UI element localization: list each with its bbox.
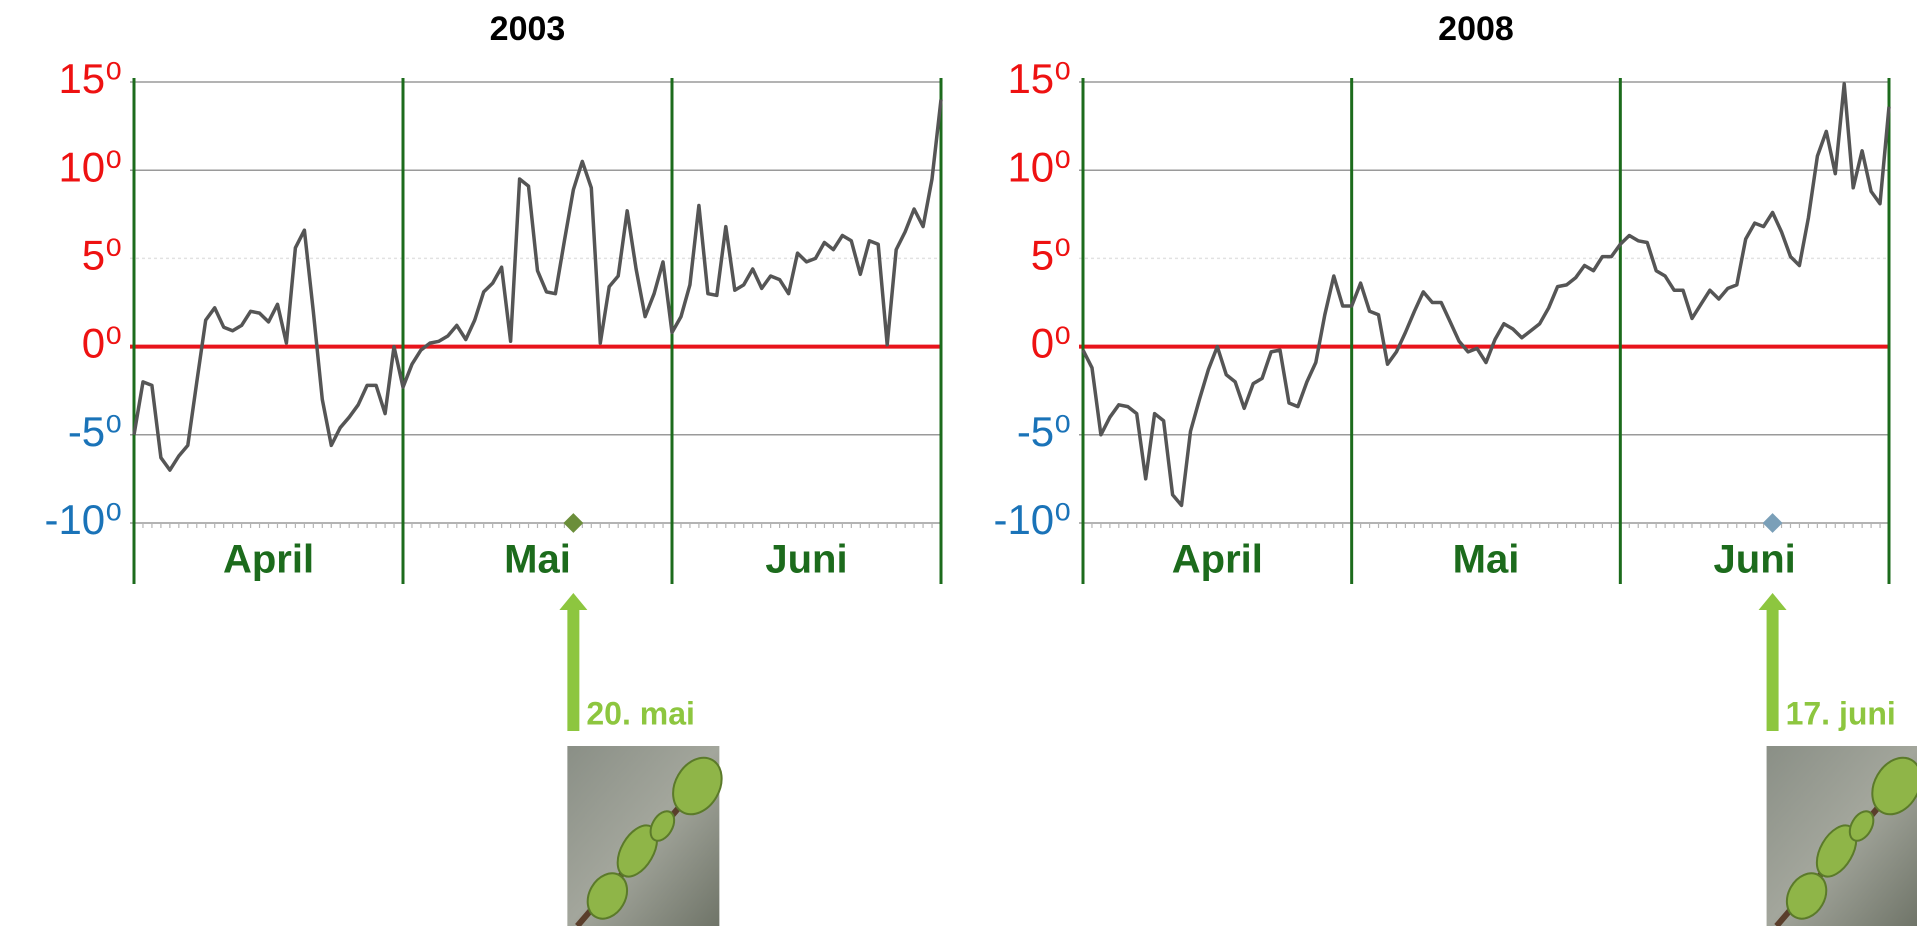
y-tick-label: 5⁰ (1031, 231, 1071, 278)
arrow-head (1759, 593, 1787, 610)
line-chart: 2008 -10⁰ -5⁰ 0⁰ 5⁰ 10⁰ 15⁰ April Mai Juni 17. jun… (993, 10, 1917, 926)
chart-title: 2008 (1438, 10, 1514, 48)
month-label: Juni (1714, 538, 1796, 582)
y-tick-label: -5⁰ (68, 408, 122, 455)
y-tick-label: 10⁰ (58, 143, 122, 190)
y-tick-label: 15⁰ (1007, 55, 1071, 102)
month-label: Juni (765, 538, 847, 582)
temperature-line (134, 100, 941, 471)
y-tick-label: -10⁰ (993, 496, 1071, 543)
arrow-shaft (1767, 610, 1779, 731)
y-tick-label: 15⁰ (58, 55, 122, 102)
annotation-marker (563, 513, 583, 533)
temperature-line (1083, 84, 1889, 506)
month-label: Mai (504, 538, 571, 582)
page: {"chart_data": [ {"type": "line", "title… (0, 0, 1917, 926)
month-label: April (1172, 538, 1263, 582)
chart: 2003 -10⁰ -5⁰ 0⁰ 5⁰ 10⁰ 15⁰ April Mai Juni 20. mai… (0, 0, 1917, 926)
arrow-head (559, 593, 587, 610)
annotation-marker (1763, 513, 1783, 533)
annotation-label: 20. mai (586, 695, 695, 731)
chart-title: 2003 (490, 10, 566, 48)
y-tick-label: -5⁰ (1017, 408, 1071, 455)
month-label: Mai (1453, 538, 1520, 582)
line-chart: 2003 -10⁰ -5⁰ 0⁰ 5⁰ 10⁰ 15⁰ April Mai Juni 20. mai (44, 10, 941, 926)
y-tick-label: -10⁰ (44, 496, 122, 543)
y-tick-label: 0⁰ (1031, 320, 1071, 367)
arrow-shaft (567, 610, 579, 731)
y-tick-label: 10⁰ (1007, 143, 1071, 190)
month-label: April (223, 538, 314, 582)
y-tick-label: 5⁰ (82, 231, 122, 278)
y-tick-label: 0⁰ (82, 320, 122, 367)
annotation-label: 17. juni (1786, 695, 1896, 731)
